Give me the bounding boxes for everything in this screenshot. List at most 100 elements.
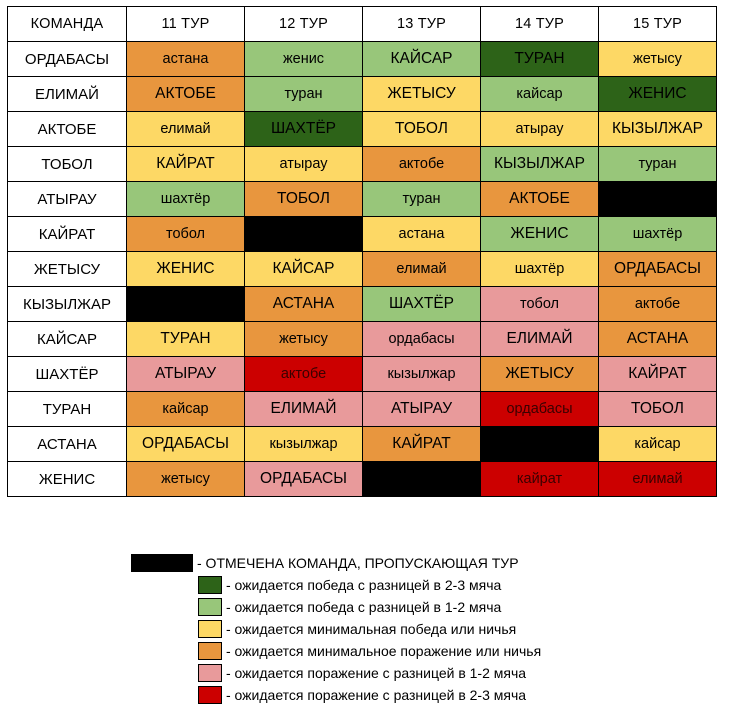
legend-label: - ожидается минимальная победа или ничья	[226, 621, 517, 637]
opponent-cell: жетысу	[244, 321, 363, 357]
legend-swatch	[198, 642, 222, 660]
header-team: КОМАНДА	[7, 6, 127, 42]
opponent-cell: кайсар	[126, 391, 245, 427]
opponent-cell: шахтёр	[126, 181, 245, 217]
opponent-cell: КЫЗЫЛЖАР	[480, 146, 599, 182]
opponent-cell: тобол	[126, 216, 245, 252]
opponent-cell: КАЙСАР	[362, 41, 481, 77]
team-name: ЖЕТЫСУ	[7, 251, 127, 287]
opponent-cell: туран	[598, 146, 717, 182]
legend-item: - ожидается поражение с разницей в 1-2 м…	[198, 664, 526, 682]
opponent-cell: ТУРАН	[126, 321, 245, 357]
table-row: АСТАНА ОРДАБАСЫ кызылжар КАЙРАТ кайсар	[7, 426, 717, 462]
header-round: 11 ТУР	[126, 6, 245, 42]
team-name: ЕЛИМАЙ	[7, 76, 127, 112]
bye-cell	[244, 216, 363, 252]
opponent-cell: туран	[362, 181, 481, 217]
legend-item: - ожидается победа с разницей в 2-3 мяча	[198, 576, 501, 594]
table-row: КАЙРАТ тобол астана ЖЕНИС шахтёр	[7, 216, 717, 252]
opponent-cell: ордабасы	[480, 391, 599, 427]
table-row: ОРДАБАСЫ астана женис КАЙСАР ТУРАН жетысу	[7, 41, 717, 77]
team-name: КАЙРАТ	[7, 216, 127, 252]
opponent-cell: АТЫРАУ	[362, 391, 481, 427]
opponent-cell: КАЙСАР	[244, 251, 363, 287]
team-name: ОРДАБАСЫ	[7, 41, 127, 77]
table-row: АКТОБЕ елимай ШАХТЁР ТОБОЛ атырау КЫЗЫЛЖАР	[7, 111, 717, 147]
opponent-cell: ЖЕНИС	[480, 216, 599, 252]
team-name: АСТАНА	[7, 426, 127, 462]
opponent-cell: тобол	[480, 286, 599, 322]
opponent-cell: актобе	[244, 356, 363, 392]
legend-label: - ожидается победа с разницей в 2-3 мяча	[226, 577, 502, 593]
opponent-cell: КАЙРАТ	[362, 426, 481, 462]
legend-swatch	[198, 576, 222, 594]
schedule-table: КОМАНДА 11 ТУР 12 ТУР 13 ТУР 14 ТУР 15 ТУР ОР…	[7, 6, 717, 497]
opponent-cell: ЖЕТЫСУ	[362, 76, 481, 112]
legend-label: - ОТМЕЧЕНА КОМАНДА, ПРОПУСКАЮЩАЯ ТУР	[197, 555, 519, 571]
opponent-cell: ШАХТЁР	[244, 111, 363, 147]
bye-cell	[480, 426, 599, 462]
bye-cell	[598, 181, 717, 217]
table-row: ЕЛИМАЙ АКТОБЕ туран ЖЕТЫСУ кайсар ЖЕНИС	[7, 76, 717, 112]
header-round: 12 ТУР	[244, 6, 363, 42]
opponent-cell: ЖЕНИС	[126, 251, 245, 287]
opponent-cell: АКТОБЕ	[480, 181, 599, 217]
table-row: ЖЕНИС жетысу ОРДАБАСЫ кайрат елимай	[7, 461, 717, 497]
team-name: АТЫРАУ	[7, 181, 127, 217]
legend: - ОТМЕЧЕНА КОМАНДА, ПРОПУСКАЮЩАЯ ТУР - ож…	[0, 548, 730, 708]
legend-label: - ожидается минимальное поражение или ни…	[226, 643, 542, 659]
opponent-cell: атырау	[480, 111, 599, 147]
opponent-cell: атырау	[244, 146, 363, 182]
opponent-cell: ЖЕТЫСУ	[480, 356, 599, 392]
table-row: АТЫРАУ шахтёр ТОБОЛ туран АКТОБЕ	[7, 181, 717, 217]
opponent-cell: ОРДАБАСЫ	[598, 251, 717, 287]
table-row: КЫЗЫЛЖАР АСТАНА ШАХТЁР тобол актобе	[7, 286, 717, 322]
legend-item: - ожидается минимальная победа или ничья	[198, 620, 516, 638]
opponent-cell: КЫЗЫЛЖАР	[598, 111, 717, 147]
table-row: КАЙСАР ТУРАН жетысу ордабасы ЕЛИМАЙ АСТАНА	[7, 321, 717, 357]
opponent-cell: астана	[126, 41, 245, 77]
opponent-cell: ТОБОЛ	[598, 391, 717, 427]
opponent-cell: ОРДАБАСЫ	[126, 426, 245, 462]
opponent-cell: жетысу	[126, 461, 245, 497]
legend-item: - ожидается поражение с разницей в 2-3 м…	[198, 686, 526, 704]
opponent-cell: АТЫРАУ	[126, 356, 245, 392]
legend-label: - ожидается поражение с разницей в 2-3 м…	[226, 687, 527, 703]
opponent-cell: туран	[244, 76, 363, 112]
header-round: 15 ТУР	[598, 6, 717, 42]
opponent-cell: елимай	[362, 251, 481, 287]
opponent-cell: шахтёр	[598, 216, 717, 252]
table-row: ШАХТЁР АТЫРАУ актобе кызылжар ЖЕТЫСУ КАЙРАТ	[7, 356, 717, 392]
header-row: КОМАНДА 11 ТУР 12 ТУР 13 ТУР 14 ТУР 15 ТУР	[7, 6, 717, 42]
opponent-cell: ордабасы	[362, 321, 481, 357]
team-name: ЖЕНИС	[7, 461, 127, 497]
table-row: ТОБОЛ КАЙРАТ атырау актобе КЫЗЫЛЖАР туран	[7, 146, 717, 182]
table-row: ТУРАН кайсар ЕЛИМАЙ АТЫРАУ ордабасы ТОБОЛ	[7, 391, 717, 427]
team-name: КАЙСАР	[7, 321, 127, 357]
opponent-cell: АСТАНА	[244, 286, 363, 322]
team-name: ШАХТЁР	[7, 356, 127, 392]
bye-cell	[362, 461, 481, 497]
opponent-cell: ЕЛИМАЙ	[244, 391, 363, 427]
opponent-cell: ТОБОЛ	[244, 181, 363, 217]
opponent-cell: ЖЕНИС	[598, 76, 717, 112]
legend-item: - ожидается минимальное поражение или ни…	[198, 642, 541, 660]
team-name: АКТОБЕ	[7, 111, 127, 147]
opponent-cell: ОРДАБАСЫ	[244, 461, 363, 497]
opponent-cell: кайсар	[598, 426, 717, 462]
opponent-cell: кайрат	[480, 461, 599, 497]
legend-swatch	[131, 554, 193, 572]
opponent-cell: АСТАНА	[598, 321, 717, 357]
opponent-cell: ТОБОЛ	[362, 111, 481, 147]
header-round: 14 ТУР	[480, 6, 599, 42]
opponent-cell: жетысу	[598, 41, 717, 77]
opponent-cell: шахтёр	[480, 251, 599, 287]
opponent-cell: астана	[362, 216, 481, 252]
opponent-cell: кызылжар	[244, 426, 363, 462]
team-name: ТОБОЛ	[7, 146, 127, 182]
team-name: ТУРАН	[7, 391, 127, 427]
opponent-cell: КАЙРАТ	[598, 356, 717, 392]
team-name: КЫЗЫЛЖАР	[7, 286, 127, 322]
opponent-cell: ШАХТЁР	[362, 286, 481, 322]
opponent-cell: КАЙРАТ	[126, 146, 245, 182]
